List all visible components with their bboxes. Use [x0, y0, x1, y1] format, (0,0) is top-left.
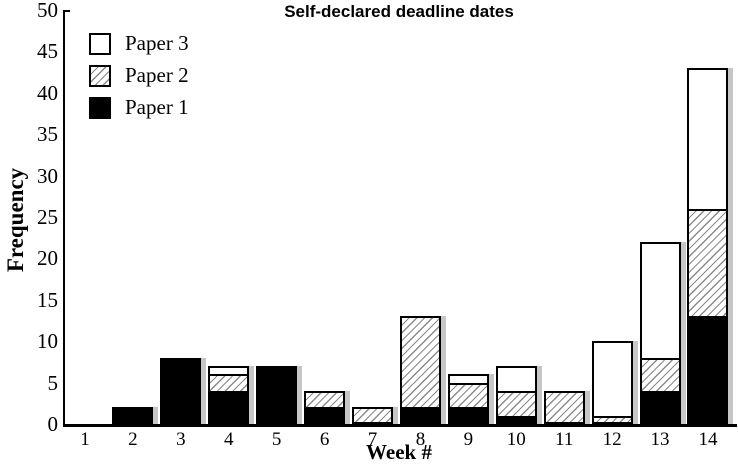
bar-segment-paper-3-week-13 — [639, 241, 681, 360]
bar-segment-paper-1-week-2 — [112, 407, 154, 424]
legend-swatch-paper-2 — [89, 64, 111, 87]
bar-week-5 — [256, 366, 298, 424]
y-tick-label-45: 45 — [37, 39, 58, 64]
bar-week-9 — [447, 374, 489, 424]
bar-week-7 — [352, 407, 394, 424]
legend-row: Paper 2 — [89, 64, 189, 87]
bar-week-10 — [495, 366, 537, 424]
x-tick-label-week-8: 8 — [415, 429, 426, 450]
bar-week-2 — [112, 407, 154, 424]
y-tick-label-0: 0 — [47, 412, 59, 436]
legend-row: Paper 3 — [89, 32, 189, 55]
bar-segment-paper-3-week-10 — [495, 366, 537, 393]
bar-week-6 — [304, 390, 346, 424]
legend-row: Paper 1 — [89, 96, 189, 119]
y-tick-label-5: 5 — [47, 370, 59, 395]
legend: Paper 3 Paper 2 Paper 1 — [89, 32, 189, 128]
y-tick-label-15: 15 — [37, 287, 58, 312]
bar-segment-paper-2-week-4 — [208, 374, 250, 393]
y-tick-label-30: 30 — [37, 163, 58, 188]
x-tick-label-week-10: 10 — [506, 429, 526, 450]
bar-segment-paper-1-week-5 — [256, 366, 298, 424]
bar-segment-paper-2-week-6 — [304, 390, 346, 410]
x-tick-label-week-3: 3 — [176, 429, 186, 450]
bar-week-11 — [543, 390, 585, 424]
bar-segment-paper-2-week-10 — [495, 390, 537, 418]
x-tick-label-week-12: 12 — [602, 429, 622, 450]
bar-segment-paper-2-week-14 — [687, 208, 729, 319]
legend-swatch-paper-3 — [89, 32, 111, 55]
legend-label: Paper 2 — [125, 63, 189, 87]
legend-label: Paper 3 — [125, 31, 189, 55]
bar-week-13 — [639, 241, 681, 424]
bar-segment-paper-2-week-9 — [447, 382, 489, 410]
x-tick-label-week-6: 6 — [319, 429, 330, 450]
x-tick-label-week-1: 1 — [80, 429, 90, 450]
x-tick-label-week-9: 9 — [463, 429, 474, 450]
bar-segment-paper-1-week-8 — [399, 407, 441, 424]
bar-segment-paper-1-week-4 — [208, 390, 250, 424]
bar-week-8 — [399, 316, 441, 424]
bar-segment-paper-1-week-14 — [687, 316, 729, 424]
bar-segment-paper-2-week-13 — [639, 357, 681, 393]
bar-segment-paper-1-week-13 — [639, 390, 681, 424]
bar-segment-paper-2-week-8 — [399, 316, 441, 410]
x-tick-label-week-5: 5 — [271, 429, 282, 450]
y-tick-label-20: 20 — [37, 246, 58, 271]
x-tick-label-week-4: 4 — [224, 429, 234, 450]
bar-segment-paper-2-week-11 — [543, 390, 585, 424]
bar-week-3 — [160, 357, 202, 424]
x-tick-label-week-11: 11 — [555, 429, 574, 450]
y-tick-label-35: 35 — [37, 122, 58, 147]
y-tick-label-40: 40 — [37, 80, 58, 105]
bar-week-14 — [687, 67, 729, 424]
y-axis-cap — [65, 10, 70, 12]
chart-title: Self-declared deadline dates — [284, 2, 514, 21]
x-tick-label-week-14: 14 — [698, 429, 718, 450]
bar-segment-paper-3-week-9 — [447, 374, 489, 385]
x-tick-label-week-2: 2 — [128, 429, 138, 450]
x-tick-label-week-7: 7 — [367, 429, 378, 450]
bar-segment-paper-1-week-3 — [160, 357, 202, 424]
legend-label: Paper 1 — [125, 95, 189, 119]
x-axis-title: Week # — [366, 440, 432, 464]
bar-segment-paper-2-week-7 — [352, 407, 394, 424]
y-tick-label-10: 10 — [37, 329, 58, 354]
bar-segment-paper-3-week-12 — [591, 341, 633, 418]
y-tick-label-50: 50 — [37, 0, 58, 23]
legend-swatch-paper-1 — [89, 96, 111, 119]
bar-week-12 — [591, 341, 633, 424]
bar-segment-paper-3-week-4 — [208, 366, 250, 377]
bar-segment-paper-1-week-9 — [447, 407, 489, 424]
bar-week-4 — [208, 366, 250, 424]
bar-segment-paper-1-week-6 — [304, 407, 346, 424]
plot-area — [63, 10, 737, 427]
bar-segment-paper-3-week-14 — [687, 67, 729, 211]
x-tick-label-week-13: 13 — [650, 429, 670, 450]
y-tick-label-25: 25 — [37, 205, 58, 229]
